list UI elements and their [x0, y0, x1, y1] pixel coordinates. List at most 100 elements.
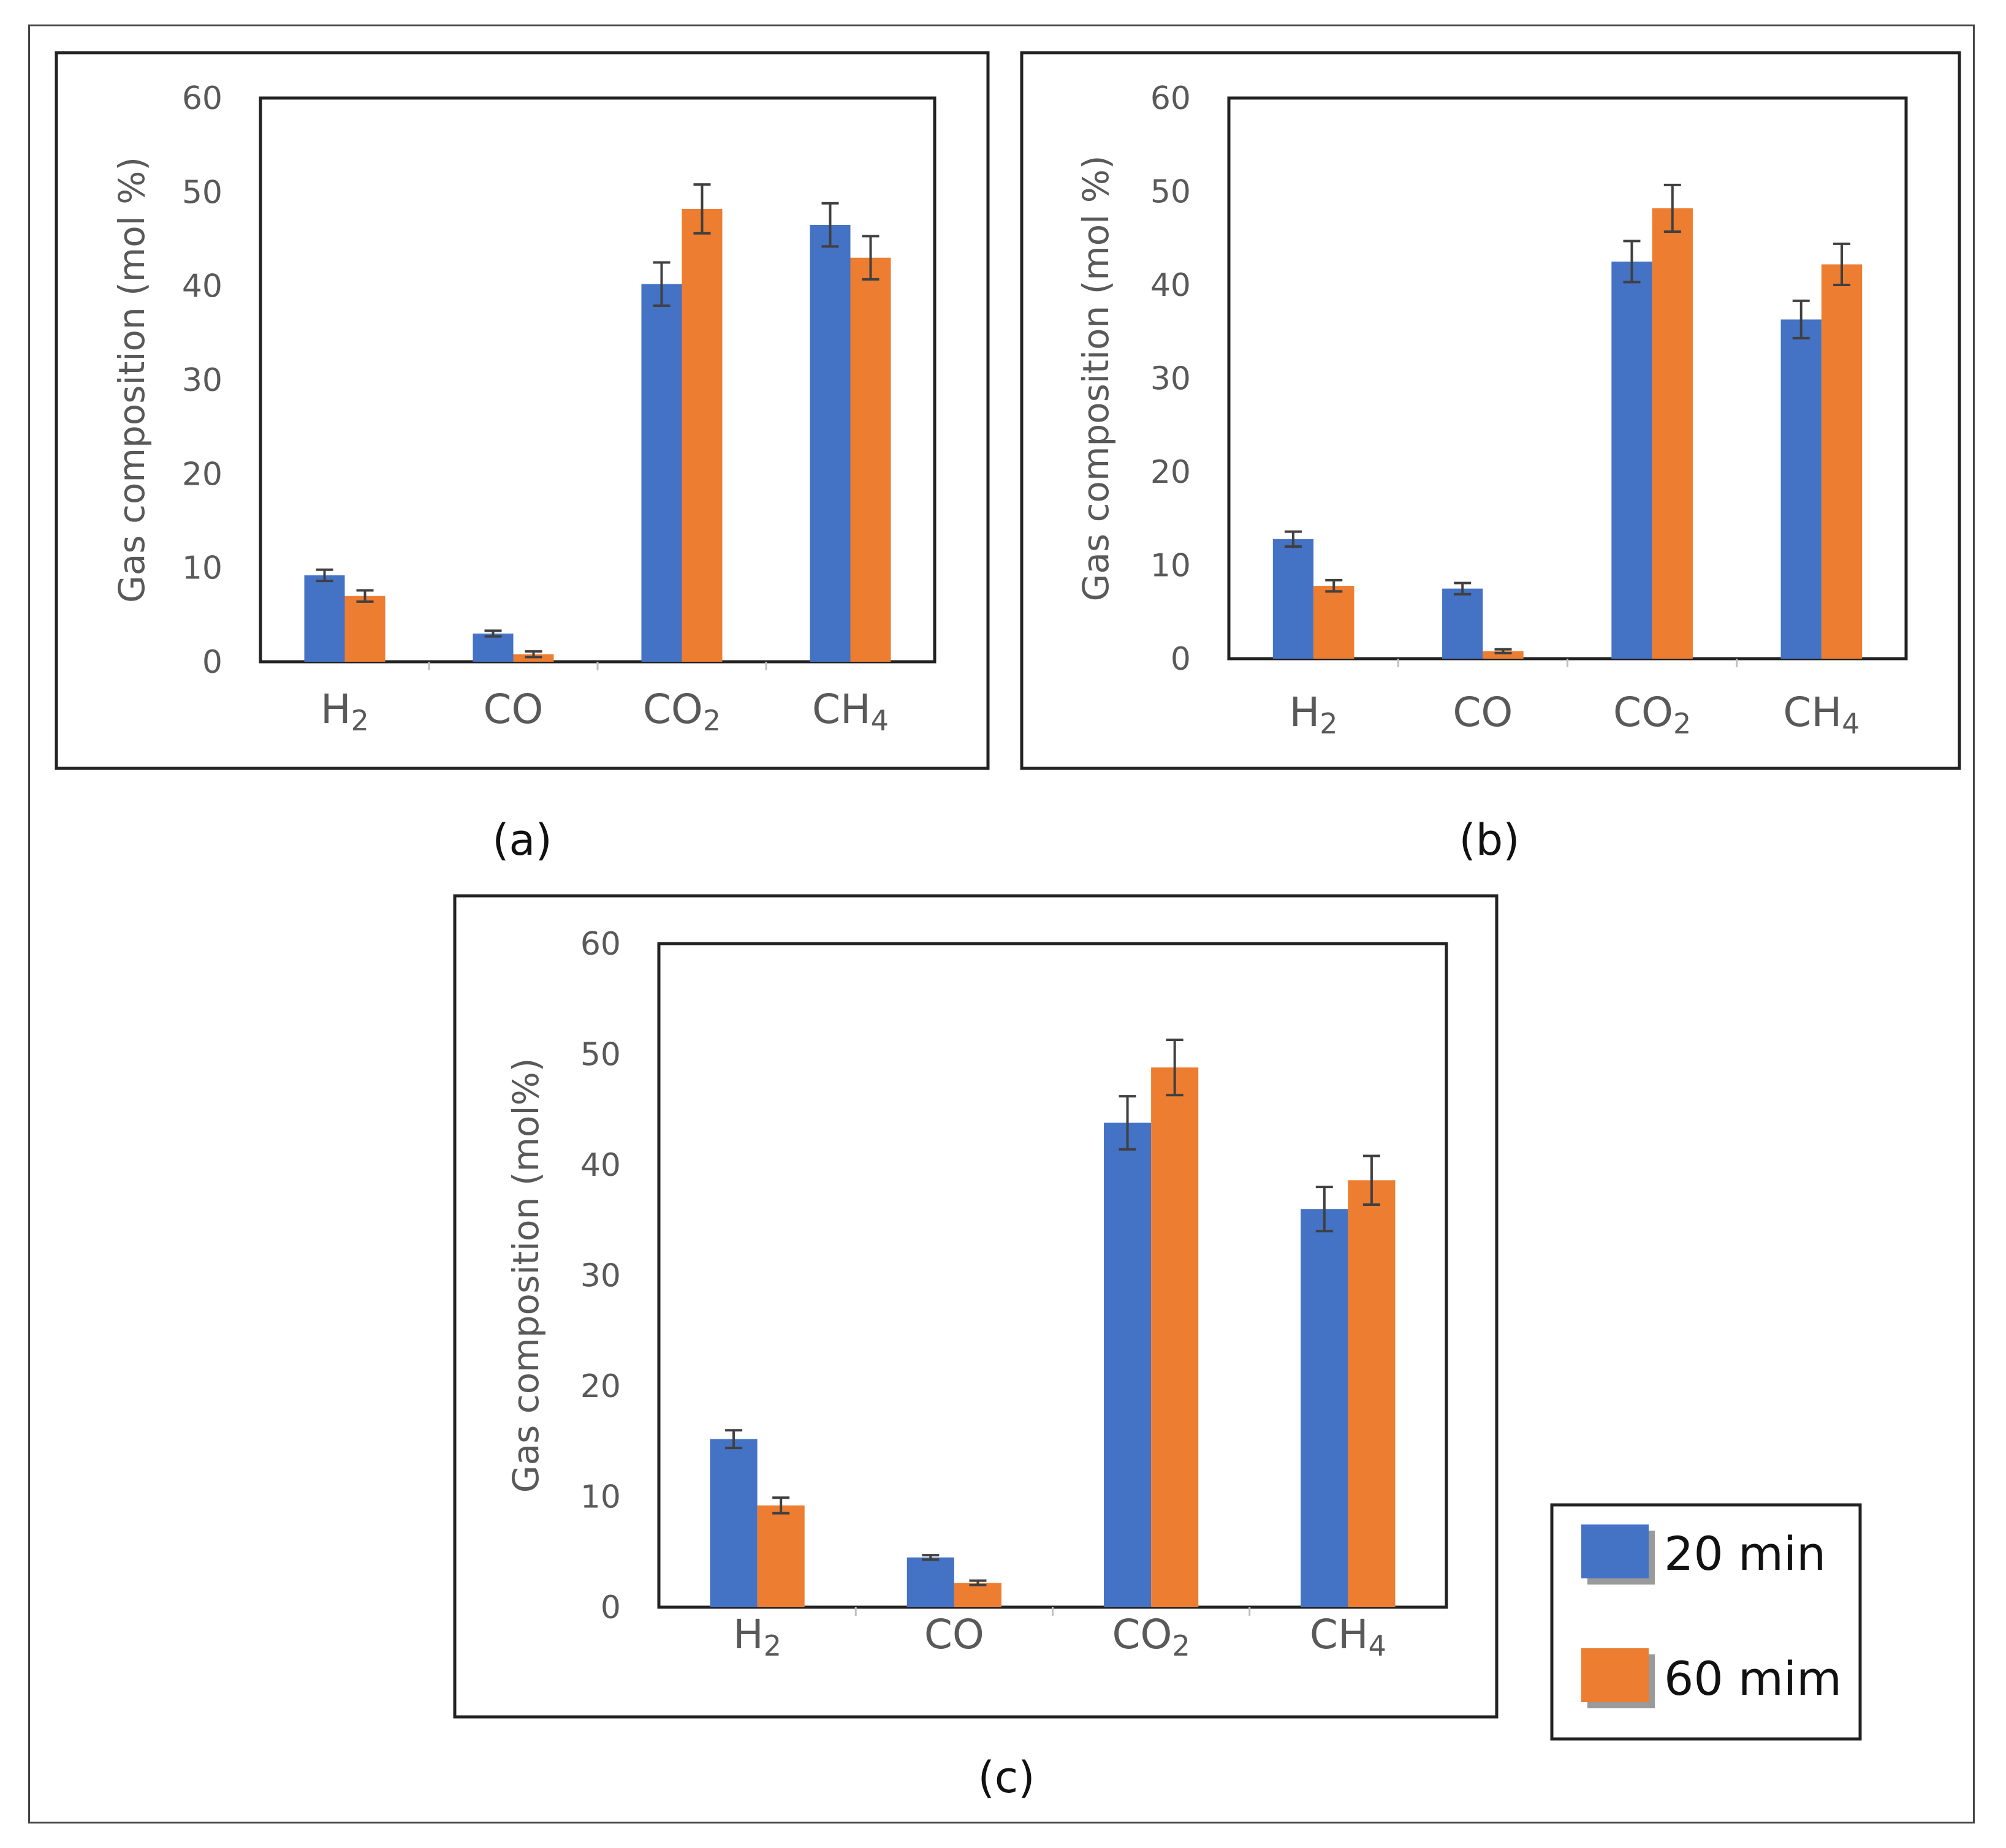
x-category-base: CO: [1613, 689, 1673, 736]
bar-60min-co: [954, 1583, 1001, 1607]
legend-swatch-60mim: [1581, 1648, 1649, 1702]
panel-label: (b): [1459, 815, 1519, 865]
legend-swatch-20min: [1581, 1524, 1649, 1578]
figure-border: [28, 25, 1975, 1823]
legend: 20 min 60 mim: [1550, 1503, 1862, 1741]
bar-60min-h2: [344, 596, 386, 662]
error-bar: [1792, 299, 1810, 339]
x-category-label: H2: [321, 686, 369, 737]
x-category-subscript: 4: [871, 704, 889, 737]
x-category-label: CO: [924, 1611, 984, 1658]
y-tick-label: 30: [1150, 361, 1191, 398]
error-bar: [821, 202, 839, 248]
legend-label: 60 mim: [1664, 1651, 1842, 1706]
y-tick-label: 40: [580, 1147, 621, 1184]
y-tick-label: 0: [202, 644, 222, 681]
error-bar: [525, 650, 542, 659]
panel-frame: [55, 51, 990, 770]
y-axis-label: Gas composition (mol%): [505, 1058, 547, 1493]
x-category-label: CO: [483, 686, 543, 733]
x-category-base: H: [1290, 689, 1320, 736]
y-tick-label: 10: [182, 550, 222, 587]
x-category-label: CO2: [1613, 689, 1691, 740]
error-bar: [1494, 648, 1512, 654]
x-category-label: CO: [1453, 689, 1513, 736]
error-bar: [1325, 578, 1343, 593]
y-tick-label: 40: [182, 268, 222, 305]
bar-60min-ch4: [1348, 1180, 1396, 1607]
y-tick-label: 0: [601, 1589, 621, 1626]
x-category-label: CH4: [1783, 689, 1860, 740]
x-category-base: CO: [924, 1611, 984, 1658]
error-bar: [316, 568, 333, 583]
y-tick-label: 20: [182, 456, 222, 493]
x-category-label: CO2: [643, 686, 721, 737]
panel-label: (a): [492, 815, 552, 865]
y-tick-label: 50: [182, 174, 222, 211]
error-bar: [1119, 1095, 1136, 1151]
bar-20min-ch4: [1780, 319, 1822, 659]
bar-20min-ch4: [1301, 1209, 1348, 1607]
x-category-subscript: 2: [764, 1629, 781, 1662]
x-category-subscript: 2: [351, 704, 369, 737]
bar-20min-co2: [1104, 1123, 1152, 1607]
x-category-label: CH4: [1310, 1611, 1386, 1662]
bar-20min-ch4: [810, 225, 851, 662]
bar-20min-h2: [304, 575, 345, 662]
bar-20min-h2: [1272, 539, 1314, 659]
error-bar: [725, 1429, 743, 1450]
bar-60min-ch4: [850, 257, 891, 662]
panel-frame: [453, 894, 1499, 1719]
y-tick-label: 20: [1150, 454, 1191, 491]
y-tick-label: 40: [1150, 267, 1191, 304]
chart-panel-a: 0 10 20 30 40 50 60 Gas composition (mol %) H2 CO…: [55, 51, 990, 770]
bar-60min-h2: [757, 1505, 805, 1607]
x-category-subscript: 2: [1172, 1629, 1190, 1662]
error-bar: [1833, 242, 1851, 286]
error-bar: [1284, 530, 1302, 548]
legend-label: 20 min: [1664, 1526, 1826, 1581]
x-category-subscript: 2: [1673, 707, 1691, 740]
bar-20min-h2: [710, 1439, 758, 1607]
x-category-base: H: [733, 1611, 764, 1658]
bar-20min-co2: [1611, 261, 1652, 659]
error-bar: [772, 1496, 790, 1515]
error-bar: [1454, 581, 1472, 596]
y-tick-label: 30: [182, 362, 222, 399]
panel-frame: [1020, 51, 1961, 770]
y-axis-label: Gas composition (mol %): [111, 157, 153, 603]
x-category-subscript: 4: [1369, 1629, 1386, 1662]
x-category-label: CO2: [1112, 1611, 1190, 1662]
x-category-label: CH4: [812, 686, 889, 737]
x-category-base: CH: [1310, 1611, 1369, 1658]
y-tick-label: 60: [182, 80, 222, 117]
error-bar: [693, 183, 711, 235]
x-category-label: H2: [733, 1611, 781, 1662]
error-bar: [862, 235, 880, 281]
y-tick-label: 10: [580, 1479, 621, 1516]
error-bar: [653, 261, 671, 307]
y-tick-label: 30: [580, 1258, 621, 1295]
bar-20min-co: [473, 634, 514, 662]
y-tick-label: 50: [580, 1037, 621, 1074]
error-bar: [1663, 183, 1681, 233]
x-category-subscript: 4: [1842, 707, 1860, 740]
error-bar: [1166, 1039, 1183, 1097]
y-tick-label: 50: [1150, 174, 1191, 211]
error-bar: [1362, 1154, 1380, 1206]
error-bar: [969, 1579, 987, 1586]
x-category-subscript: 2: [1320, 707, 1337, 740]
bar-20min-co: [906, 1557, 954, 1607]
x-category-base: CO: [483, 686, 543, 733]
y-tick-label: 20: [580, 1368, 621, 1405]
error-bar: [922, 1554, 940, 1561]
bar-20min-co: [1442, 588, 1483, 659]
x-category-base: CH: [1783, 689, 1842, 736]
error-bar: [356, 589, 374, 603]
bar-60min-co2: [682, 208, 723, 662]
y-tick-label: 0: [1171, 641, 1191, 678]
